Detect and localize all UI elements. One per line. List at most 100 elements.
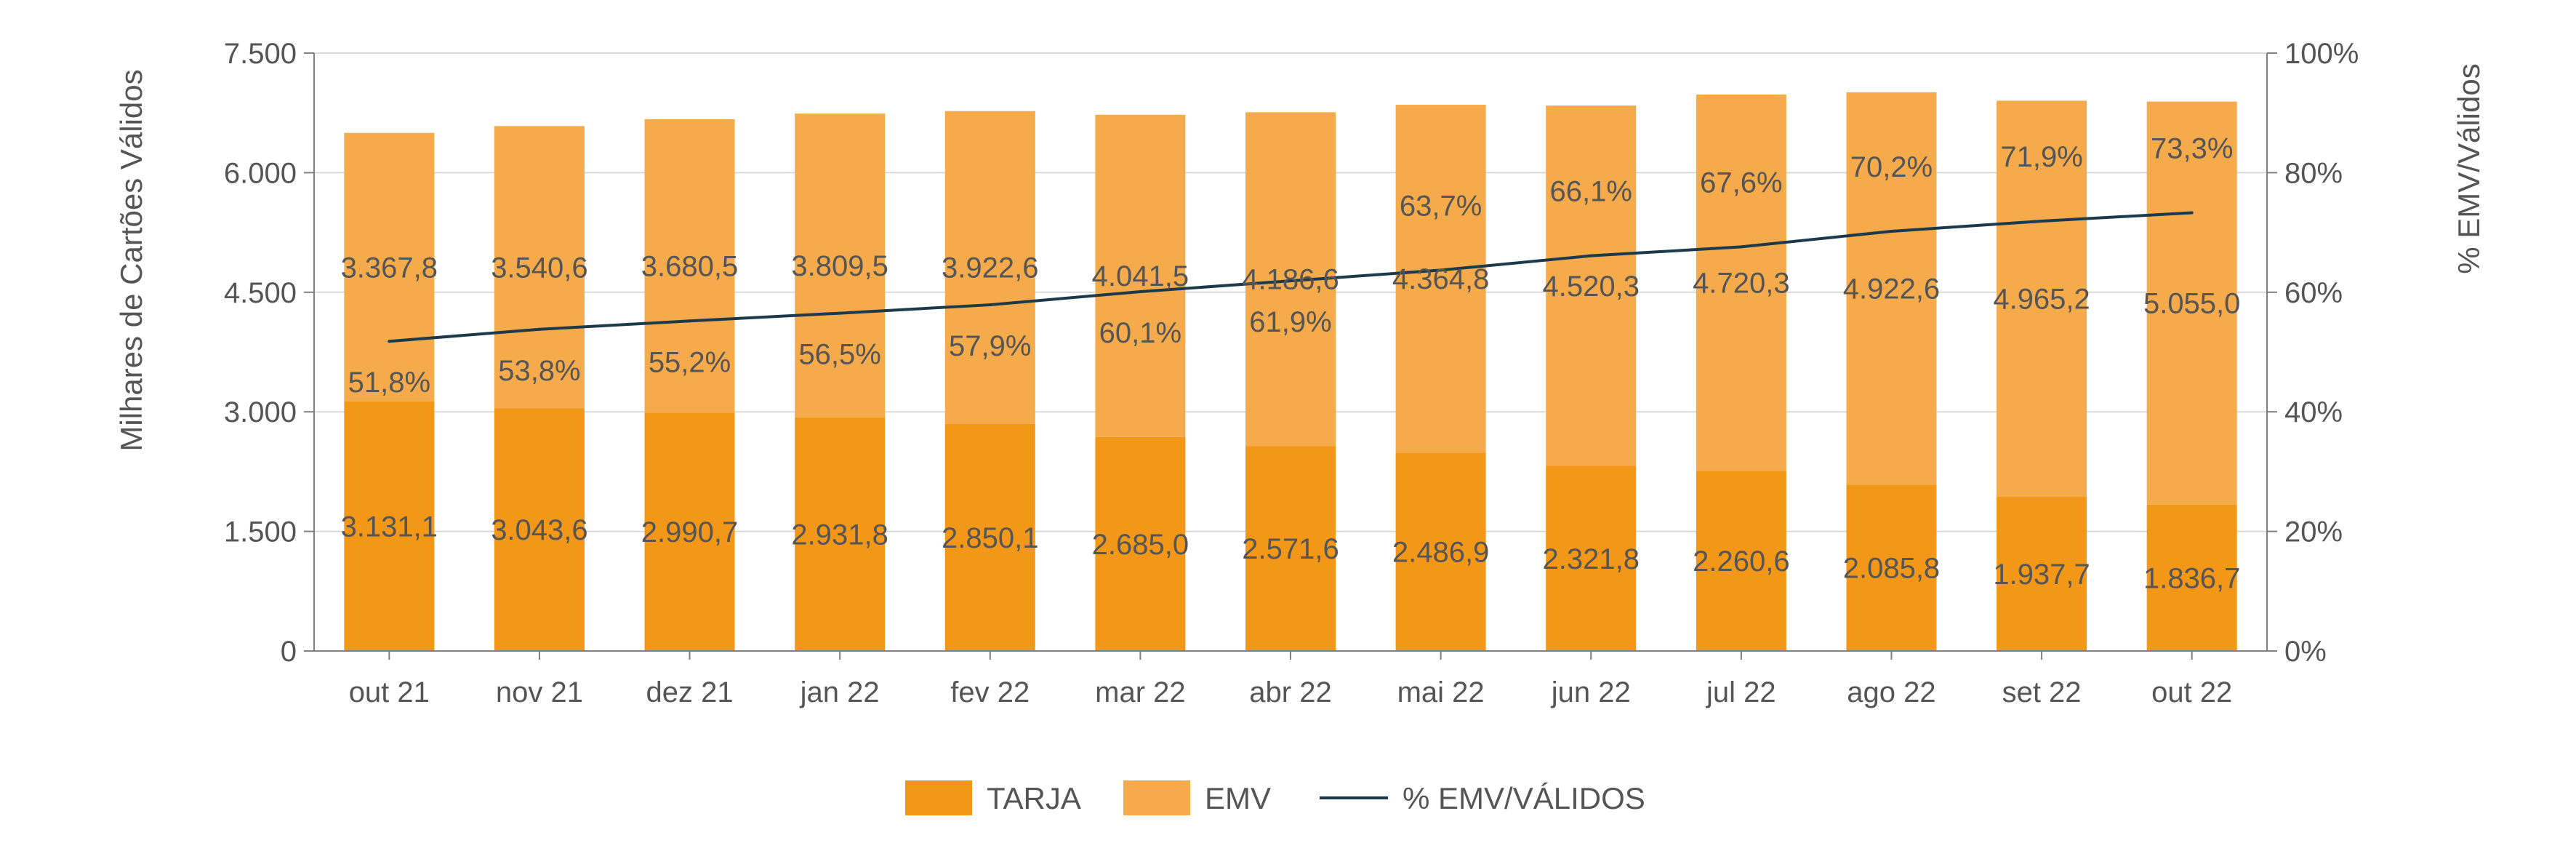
pct-value-label: 53,8%: [498, 355, 580, 387]
y-tick-label: 6.000: [224, 157, 297, 189]
bar-tarja: [2146, 504, 2237, 651]
pct-value-label: 60,1%: [1099, 317, 1181, 349]
bar-emv: [944, 111, 1035, 424]
tarja-value-label: 3.131,1: [341, 511, 438, 543]
y2-tick-label: 80%: [2284, 157, 2343, 189]
emv-value-label: 3.540,6: [491, 252, 587, 284]
pct-point: [2040, 219, 2044, 223]
data-labels: 3.131,1 3.367,8 3.043,6 3.540,6 2.990,7 3.680…: [341, 132, 2241, 594]
pct-point: [1739, 245, 1743, 249]
x-tick-label: mar 22: [1095, 676, 1186, 708]
bar-emv: [795, 113, 886, 417]
pct-value-label: 67,6%: [1700, 167, 1782, 199]
pct-point: [388, 340, 391, 343]
bar-tarja: [1245, 446, 1336, 651]
legend-label: TARJA: [987, 781, 1081, 815]
y-tick-label: 0: [281, 636, 297, 668]
tarja-value-label: 1.836,7: [2143, 562, 2240, 594]
x-tick-label: fev 22: [950, 676, 1030, 708]
x-tick-label: dez 21: [646, 676, 733, 708]
bar-tarja: [494, 408, 585, 651]
x-tick-label: ago 22: [1847, 676, 1935, 708]
legend-item: EMV: [1123, 780, 1271, 815]
bar-tarja: [644, 412, 735, 651]
x-tick-label: out 21: [349, 676, 430, 708]
x-tick-label: jun 22: [1551, 676, 1631, 708]
emv-value-label: 4.041,5: [1092, 260, 1189, 292]
bar-tarja: [344, 401, 435, 651]
pct-point: [1139, 289, 1142, 293]
emv-value-label: 4.186,6: [1242, 264, 1339, 296]
bar-tarja: [1095, 436, 1186, 651]
pct-value-label: 61,9%: [1249, 306, 1331, 338]
bar-emv: [494, 126, 585, 409]
pct-value-label: 73,3%: [2151, 132, 2233, 164]
bar-tarja: [1395, 452, 1486, 651]
tarja-value-label: 2.990,7: [641, 516, 738, 548]
bar-emv: [644, 119, 735, 413]
bar-emv: [1395, 105, 1486, 453]
x-tick-label: jul 22: [1706, 676, 1776, 708]
y-tick-label: 3.000: [224, 396, 297, 428]
pct-value-label: 70,2%: [1850, 151, 1933, 183]
emv-value-label: 3.367,8: [341, 252, 438, 284]
bar-tarja: [1546, 466, 1637, 651]
bar-emv: [2146, 101, 2237, 505]
y2-axis-title: % EMV/Válidos: [2452, 63, 2486, 273]
emv-value-label: 5.055,0: [2143, 288, 2240, 320]
emv-value-label: 4.922,6: [1843, 273, 1940, 305]
tarja-value-label: 2.571,6: [1242, 533, 1339, 565]
tarja-value-label: 1.937,7: [1993, 559, 2090, 591]
pct-point: [1439, 268, 1443, 272]
emv-value-label: 3.809,5: [791, 250, 888, 282]
legend-item: TARJA: [905, 780, 1081, 815]
emv-value-label: 4.364,8: [1392, 263, 1489, 295]
y-tick-label: 4.500: [224, 277, 297, 309]
tarja-value-label: 2.321,8: [1542, 543, 1639, 575]
pct-value-label: 66,1%: [1550, 176, 1632, 208]
y2-tick-label: 20%: [2284, 516, 2343, 548]
pct-point: [537, 327, 541, 331]
bar-tarja: [1997, 496, 2087, 651]
bar-emv: [1696, 94, 1786, 471]
pct-value-label: 56,5%: [798, 339, 880, 371]
pct-point: [2190, 211, 2194, 215]
tarja-value-label: 2.260,6: [1693, 546, 1789, 578]
y2-tick-label: 40%: [2284, 396, 2343, 428]
x-tick-label: set 22: [2002, 676, 2082, 708]
percentage-line: [388, 211, 2194, 343]
bar-emv: [1546, 105, 1637, 466]
y-tick-label: 7.500: [224, 38, 297, 70]
bar-tarja: [1696, 471, 1786, 651]
x-tick-label: out 22: [2151, 676, 2232, 708]
x-tick-label: jan 22: [800, 676, 880, 708]
emv-value-label: 4.965,2: [1993, 284, 2090, 316]
x-tick-label: abr 22: [1249, 676, 1331, 708]
pct-point: [688, 319, 691, 323]
legend-swatch: [1123, 780, 1190, 815]
tarja-value-label: 3.043,6: [491, 514, 587, 546]
legend-label: EMV: [1205, 781, 1271, 815]
legend: TARJA EMV % EMV/VÁLIDOS: [905, 780, 1645, 815]
pct-point: [838, 311, 842, 315]
emv-value-label: 4.720,3: [1693, 268, 1789, 300]
y2-tick-label: 0%: [2284, 636, 2327, 668]
bar-emv: [1095, 114, 1186, 437]
axes: 0 1.500 3.000 4.500 6.000 7.500 0% 20% 40% 60% 80%…: [224, 38, 2359, 708]
bar-emv: [1997, 100, 2087, 497]
pct-value-label: 55,2%: [649, 346, 731, 378]
pct-point: [1589, 254, 1593, 257]
tarja-value-label: 2.486,9: [1392, 537, 1489, 569]
tarja-value-label: 2.850,1: [942, 522, 1038, 554]
bar-tarja: [795, 417, 886, 651]
bar-emv: [344, 132, 435, 401]
bar-emv: [1846, 92, 1937, 485]
pct-point: [1890, 229, 1893, 233]
bar-tarja: [1846, 484, 1937, 651]
x-tick-label: mai 22: [1397, 676, 1485, 708]
pct-value-label: 57,9%: [949, 330, 1031, 362]
legend-item: % EMV/VÁLIDOS: [1320, 781, 1645, 815]
legend-swatch: [905, 780, 972, 815]
y2-tick-label: 60%: [2284, 277, 2343, 309]
